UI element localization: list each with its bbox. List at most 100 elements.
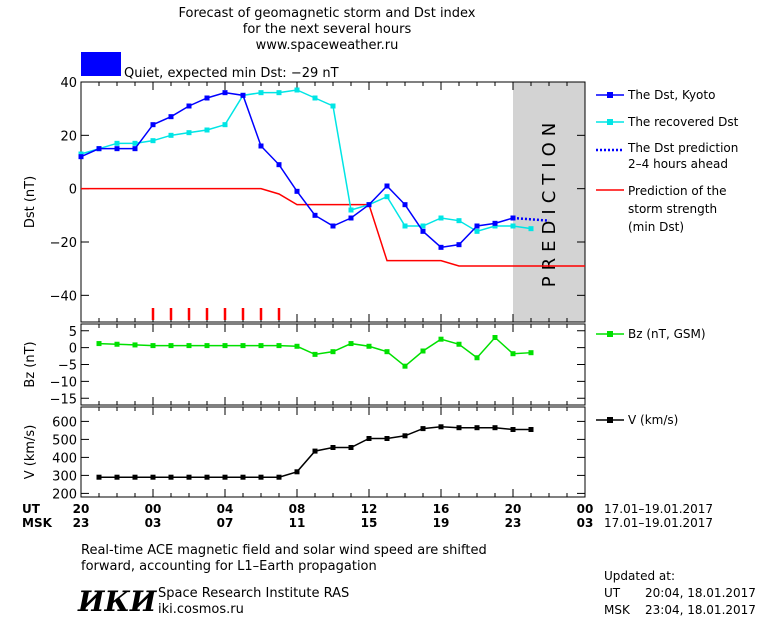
msk-tick-label: 19 bbox=[433, 516, 450, 530]
recovered-point bbox=[510, 223, 516, 229]
dst-y-tick-label: −20 bbox=[50, 236, 77, 251]
recovered-point bbox=[312, 95, 318, 101]
v-point bbox=[150, 474, 156, 480]
kyoto-point bbox=[348, 215, 354, 221]
kyoto-point bbox=[312, 212, 318, 218]
kyoto-point bbox=[294, 188, 300, 194]
v-frame bbox=[80, 406, 586, 498]
bz-y-tick-label: 0 bbox=[69, 342, 77, 357]
bz-point bbox=[474, 355, 480, 361]
v-point bbox=[276, 474, 282, 480]
legend-v-label: V (km/s) bbox=[628, 413, 678, 427]
recovered-point bbox=[528, 226, 534, 232]
recovered-point bbox=[78, 151, 84, 157]
bz-point bbox=[276, 343, 282, 349]
recovered-point bbox=[258, 90, 264, 96]
kyoto-point bbox=[204, 95, 210, 101]
kyoto-point bbox=[186, 103, 192, 109]
kyoto-point bbox=[150, 122, 156, 128]
ut-tick-label: 00 bbox=[577, 502, 594, 516]
legend-strength-label-1: Prediction of the bbox=[628, 184, 727, 198]
recovered-point bbox=[222, 122, 228, 128]
bz-point bbox=[150, 343, 156, 349]
v-point bbox=[96, 474, 102, 480]
v-point bbox=[510, 427, 516, 432]
ut-tick-label: 08 bbox=[289, 502, 306, 516]
msk-range: 17.01–19.01.2017 bbox=[604, 516, 713, 530]
v-point bbox=[114, 474, 120, 480]
bz-panel: 5 0 −5−10 −15 Bz (nT) bbox=[23, 323, 586, 407]
bz-point bbox=[492, 335, 498, 340]
bz-line bbox=[98, 336, 532, 368]
v-point bbox=[330, 445, 336, 450]
prediction-label: PREDICTION bbox=[539, 117, 560, 287]
footer-note-line1: Real-time ACE magnetic field and solar w… bbox=[81, 543, 487, 558]
bz-point bbox=[168, 343, 174, 349]
kyoto-point bbox=[168, 114, 174, 120]
status-swatch bbox=[81, 52, 121, 76]
ut-tick-label: 00 bbox=[145, 502, 162, 516]
v-y-tick-label: 300 bbox=[52, 469, 77, 484]
kyoto-point bbox=[258, 143, 264, 149]
bz-point bbox=[420, 348, 426, 354]
kyoto-point bbox=[492, 220, 498, 226]
kyoto-point bbox=[240, 92, 246, 98]
dst-y-tick-label: 40 bbox=[60, 76, 77, 91]
updated-msk-label: MSK bbox=[604, 603, 631, 617]
recovered-line bbox=[80, 89, 532, 233]
kyoto-point bbox=[132, 146, 138, 152]
msk-tick-label: 03 bbox=[145, 516, 162, 530]
bz-point bbox=[312, 351, 318, 357]
dst-y-axis-label: Dst (nT) bbox=[23, 176, 38, 228]
bz-y-tick-label: −5 bbox=[58, 359, 77, 374]
legend-v-marker bbox=[607, 417, 613, 423]
v-y-tick-label: 600 bbox=[52, 415, 77, 430]
kyoto-point bbox=[420, 228, 426, 234]
ut-axis-label: UT bbox=[22, 502, 41, 516]
v-point bbox=[168, 474, 174, 480]
bz-y-tick-label: −10 bbox=[50, 375, 77, 390]
recovered-point bbox=[168, 132, 174, 138]
recovered-point bbox=[420, 223, 426, 229]
chart-title-line1: Forecast of geomagnetic storm and Dst in… bbox=[178, 6, 475, 21]
recovered-point bbox=[186, 130, 192, 136]
v-point bbox=[222, 474, 228, 480]
msk-tick-label: 11 bbox=[289, 516, 306, 530]
recovered-point bbox=[456, 218, 462, 224]
msk-tick-label: 15 bbox=[361, 516, 378, 530]
v-point bbox=[312, 448, 318, 454]
institute-url: iki.cosmos.ru bbox=[158, 602, 244, 617]
v-point bbox=[492, 425, 498, 431]
bz-y-tick-label: 5 bbox=[69, 325, 77, 340]
bz-point bbox=[438, 336, 444, 342]
msk-axis-label: MSK bbox=[22, 516, 53, 530]
ut-tick-label: 12 bbox=[361, 502, 378, 516]
recovered-point bbox=[438, 215, 444, 221]
bz-point bbox=[132, 342, 138, 348]
v-point bbox=[438, 424, 444, 430]
updated-ut-value: 20:04, 18.01.2017 bbox=[645, 586, 756, 600]
v-point bbox=[528, 427, 534, 432]
kyoto-point bbox=[78, 154, 84, 160]
recovered-point bbox=[132, 140, 138, 146]
ut-tick-label: 04 bbox=[217, 502, 234, 516]
iki-logo: ИКИ bbox=[77, 585, 158, 618]
bz-point bbox=[222, 343, 228, 349]
v-point bbox=[186, 474, 192, 480]
bz-point bbox=[96, 341, 102, 347]
bz-point bbox=[510, 351, 516, 357]
bz-point bbox=[402, 363, 408, 369]
msk-tick-label: 23 bbox=[505, 516, 522, 530]
v-y-tick-label: 500 bbox=[52, 433, 77, 448]
msk-tick-label: 07 bbox=[217, 516, 234, 530]
v-point bbox=[402, 433, 408, 439]
v-point bbox=[258, 474, 264, 480]
recovered-point bbox=[276, 90, 282, 96]
legend-strength-label-2: storm strength bbox=[628, 202, 717, 216]
institute-name: Space Research Institute RAS bbox=[158, 586, 349, 601]
dst-panel: PREDICTION 40 20 0 −20 −40 Dst (nT) bbox=[23, 76, 586, 323]
updated-label: Updated at: bbox=[604, 569, 675, 583]
ut-tick-label: 16 bbox=[433, 502, 450, 516]
v-panel: 600 500 400 300 200 V (km/s) bbox=[23, 406, 586, 502]
recovered-point bbox=[348, 207, 354, 213]
